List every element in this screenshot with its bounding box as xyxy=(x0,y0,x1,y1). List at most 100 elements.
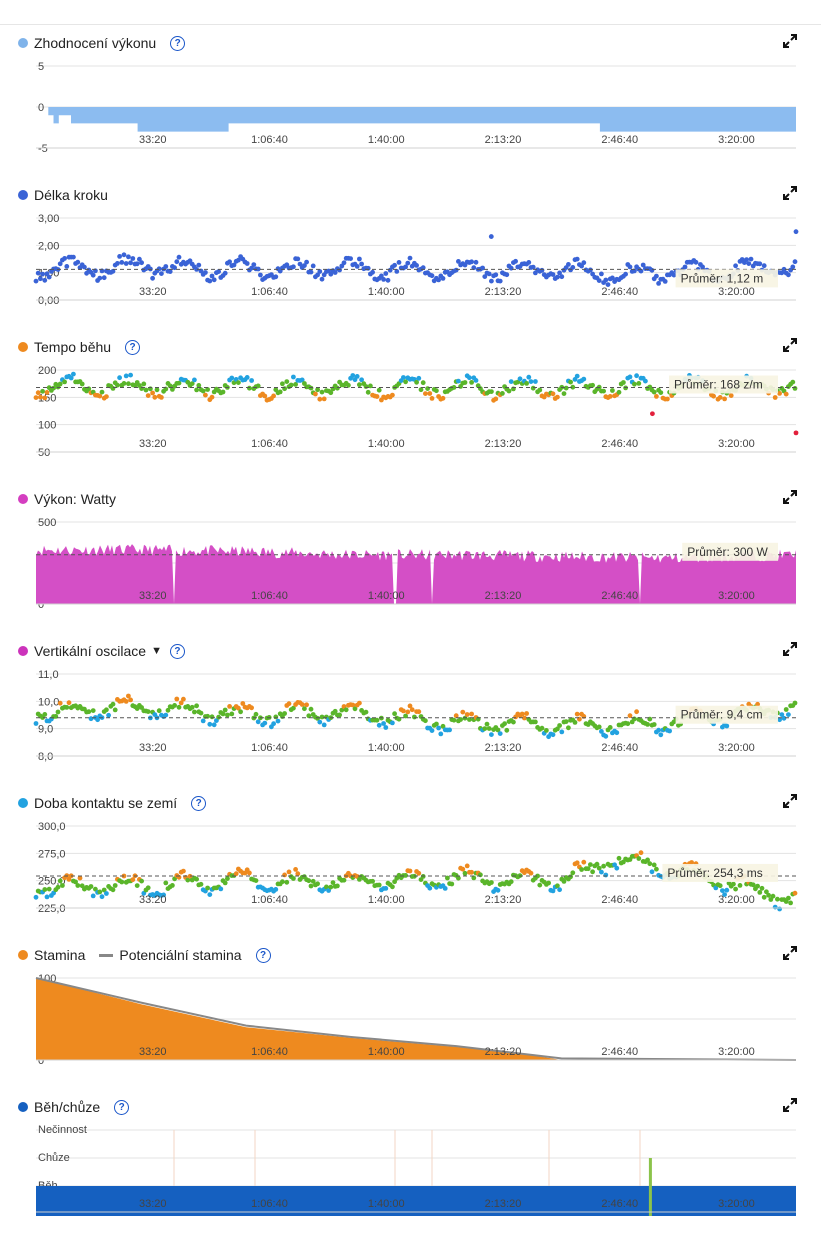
help-icon[interactable]: ? xyxy=(125,339,141,355)
data-point xyxy=(766,892,771,898)
x-tick-label: 1:06:40 xyxy=(251,1198,288,1210)
data-point xyxy=(519,711,525,717)
data-point xyxy=(636,381,642,386)
average-label-box xyxy=(675,269,778,288)
data-point xyxy=(731,881,736,887)
data-point xyxy=(788,900,793,906)
data-point xyxy=(555,883,560,889)
panel-title: Zhodnocení výkonu xyxy=(34,35,157,51)
data-point xyxy=(299,377,305,383)
data-point xyxy=(603,277,609,283)
expand-icon[interactable] xyxy=(783,642,797,656)
data-point xyxy=(119,260,125,265)
legend-dot[interactable] xyxy=(18,190,28,200)
data-point xyxy=(33,894,39,900)
help-icon[interactable]: ? xyxy=(169,643,185,659)
expand-icon[interactable] xyxy=(783,186,797,200)
panel-title: Výkon: Watty xyxy=(34,491,116,507)
data-point xyxy=(40,388,45,394)
data-point xyxy=(528,379,534,384)
data-point xyxy=(594,861,600,867)
data-point xyxy=(654,394,659,399)
chart-svg: 10050033:201:06:401:40:002:13:202:46:403… xyxy=(35,973,797,1067)
legend-dot[interactable] xyxy=(18,1102,28,1112)
data-point xyxy=(123,699,129,704)
data-point xyxy=(293,867,298,872)
chart-svg: 200 150 100 50 33:20 1:06:40 1:40:00 2:13:20 2:4… xyxy=(33,365,799,459)
expand-icon[interactable] xyxy=(783,794,797,808)
legend-dot[interactable] xyxy=(18,342,28,352)
expand-icon[interactable] xyxy=(783,1098,797,1112)
legend-dot[interactable] xyxy=(18,950,28,960)
data-point xyxy=(106,712,111,718)
data-point xyxy=(574,860,580,866)
data-point xyxy=(71,254,76,260)
data-point xyxy=(357,256,362,262)
data-point xyxy=(434,388,439,394)
help-icon[interactable]: ? xyxy=(170,35,186,51)
chart-svg: 3,002,001,000,0033:201:06:401:40:002:13:… xyxy=(33,213,799,307)
x-tick-label: 2:46:40 xyxy=(601,894,638,906)
y-tick-label: 0 xyxy=(38,102,44,114)
data-point xyxy=(559,274,565,280)
data-point xyxy=(711,393,716,399)
data-point xyxy=(88,884,94,889)
data-point xyxy=(497,731,503,736)
data-point xyxy=(416,375,422,381)
help-icon[interactable]: ? xyxy=(191,795,207,811)
expand-icon[interactable] xyxy=(783,490,797,504)
data-point xyxy=(214,718,219,723)
data-point xyxy=(383,725,389,730)
data-point xyxy=(517,376,523,382)
data-point xyxy=(273,274,279,280)
data-point xyxy=(79,381,85,387)
data-point xyxy=(306,713,312,719)
data-point xyxy=(297,261,303,267)
legend-line-potential[interactable] xyxy=(99,953,114,957)
data-point xyxy=(603,872,609,878)
data-point xyxy=(99,894,105,900)
data-point xyxy=(504,727,510,733)
data-point xyxy=(638,850,644,856)
data-point xyxy=(693,259,699,265)
data-point xyxy=(185,877,191,883)
data-point xyxy=(625,721,631,727)
data-point xyxy=(574,256,580,262)
data-point xyxy=(249,265,255,271)
data-point xyxy=(357,700,362,706)
data-point xyxy=(508,379,514,384)
legend-dot[interactable] xyxy=(18,38,28,48)
potential-stamina-line xyxy=(35,977,797,1061)
legend-dot[interactable] xyxy=(18,646,28,656)
data-point xyxy=(363,384,369,389)
legend-dot[interactable] xyxy=(18,798,28,808)
data-point xyxy=(786,895,791,901)
x-tick-label: 1:06:40 xyxy=(251,286,288,298)
average-label: Průměr: 168 z/m xyxy=(674,377,763,391)
x-tick-label: 2:13:20 xyxy=(485,286,522,298)
data-point xyxy=(383,886,389,891)
x-tick-label: 3:20:00 xyxy=(718,894,755,906)
data-point xyxy=(596,865,602,871)
x-tick-label: 1:40:00 xyxy=(368,134,405,146)
data-point xyxy=(574,711,580,717)
legend-dot[interactable] xyxy=(18,494,28,504)
expand-icon[interactable] xyxy=(783,338,797,352)
data-point xyxy=(139,878,145,884)
help-icon[interactable]: ? xyxy=(114,1099,130,1115)
data-point xyxy=(647,861,653,867)
data-point xyxy=(154,387,160,393)
data-point xyxy=(128,372,134,378)
data-point xyxy=(383,271,389,276)
data-point xyxy=(612,862,617,868)
data-point xyxy=(304,702,309,708)
data-point xyxy=(557,887,562,893)
data-point xyxy=(770,893,776,899)
expand-icon[interactable] xyxy=(783,946,797,960)
dropdown-caret-icon[interactable]: ▼ xyxy=(151,645,162,657)
expand-icon[interactable] xyxy=(783,34,797,48)
help-icon[interactable]: ? xyxy=(255,947,271,963)
data-point xyxy=(130,256,136,261)
data-point xyxy=(497,278,503,284)
data-point xyxy=(607,394,613,399)
